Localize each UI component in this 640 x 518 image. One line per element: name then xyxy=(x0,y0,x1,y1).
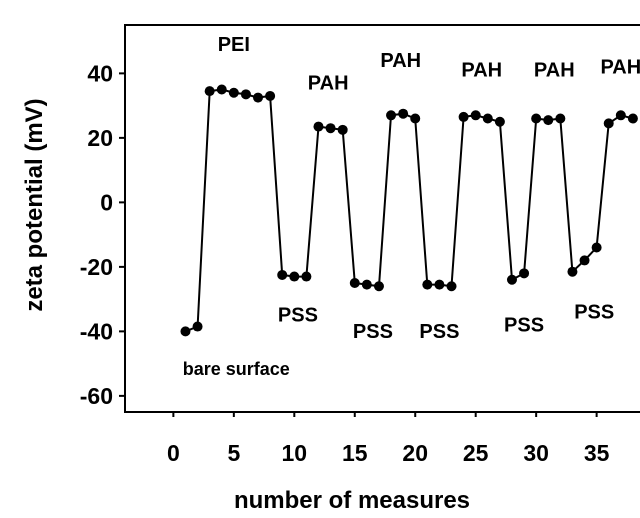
data-point xyxy=(277,269,288,280)
data-point xyxy=(386,110,397,121)
annotation-label: PSS xyxy=(278,305,318,327)
data-point xyxy=(434,279,445,290)
data-point xyxy=(422,279,433,290)
x-axis-ticks: 0 5 10 15 20 25 30 35 xyxy=(167,412,610,466)
data-point xyxy=(591,242,602,253)
data-point xyxy=(531,113,542,124)
data-point xyxy=(228,87,239,98)
data-point xyxy=(313,121,324,132)
data-point xyxy=(265,90,276,101)
x-tick-label: 10 xyxy=(282,440,308,466)
data-point xyxy=(543,115,554,126)
x-tick-label: 5 xyxy=(227,440,240,466)
data-point xyxy=(301,271,312,282)
data-point xyxy=(494,116,505,127)
data-point xyxy=(240,89,251,100)
data-point xyxy=(458,111,469,122)
y-axis-title: zeta potential (mV) xyxy=(21,98,48,311)
data-point xyxy=(446,281,457,292)
y-axis-ticks: 40 20 0 -20 -40 -60 xyxy=(80,60,125,409)
x-tick-label: 0 xyxy=(167,440,180,466)
x-tick-label: 15 xyxy=(342,440,368,466)
annotation-label: PAH xyxy=(308,73,349,95)
annotation-label: PSS xyxy=(574,301,614,323)
data-point xyxy=(482,113,493,124)
data-point xyxy=(253,92,264,103)
series-zeta xyxy=(180,84,638,337)
annotation-label: PSS xyxy=(504,314,544,336)
annotation-label: PAH xyxy=(600,56,640,78)
layer-annotations: PEI PAH PAH PAH PAH PAH PSS PSS PSS PSS PSS bare su… xyxy=(183,34,640,379)
series-line xyxy=(185,88,634,333)
data-point xyxy=(410,113,421,124)
data-point xyxy=(579,255,590,266)
y-tick-label: -40 xyxy=(80,318,113,344)
data-point xyxy=(216,84,227,95)
data-point xyxy=(337,124,348,135)
data-point xyxy=(289,271,300,282)
data-point xyxy=(373,281,384,292)
y-tick-label: -20 xyxy=(80,254,113,280)
data-point xyxy=(204,86,215,97)
x-tick-label: 25 xyxy=(463,440,489,466)
data-point xyxy=(361,279,372,290)
x-tick-label: 20 xyxy=(402,440,428,466)
data-point xyxy=(180,326,191,337)
data-point xyxy=(627,113,638,124)
plot-frame xyxy=(124,24,640,413)
y-tick-label: -60 xyxy=(80,383,113,409)
data-point xyxy=(506,274,517,285)
x-axis-title: number of measures xyxy=(234,487,470,514)
data-point xyxy=(555,113,566,124)
y-tick-label: 40 xyxy=(87,60,113,86)
data-point xyxy=(349,278,360,288)
data-point xyxy=(603,118,614,129)
y-tick-label: 0 xyxy=(100,189,113,215)
annotation-label: PSS xyxy=(353,321,393,343)
annotation-label: bare surface xyxy=(183,359,290,379)
data-point xyxy=(470,110,481,121)
x-tick-label: 30 xyxy=(523,440,549,466)
annotation-label: PAH xyxy=(380,50,421,72)
annotation-label: PAH xyxy=(461,60,502,82)
data-point xyxy=(615,110,626,121)
data-point xyxy=(325,123,336,134)
data-point xyxy=(567,266,578,277)
data-point xyxy=(192,321,203,332)
data-point xyxy=(398,108,409,119)
annotation-label: PAH xyxy=(534,60,575,82)
x-tick-label: 35 xyxy=(584,440,610,466)
annotation-label: PEI xyxy=(218,34,250,56)
data-point xyxy=(519,268,530,279)
y-tick-label: 20 xyxy=(87,125,113,151)
annotation-label: PSS xyxy=(419,321,459,343)
